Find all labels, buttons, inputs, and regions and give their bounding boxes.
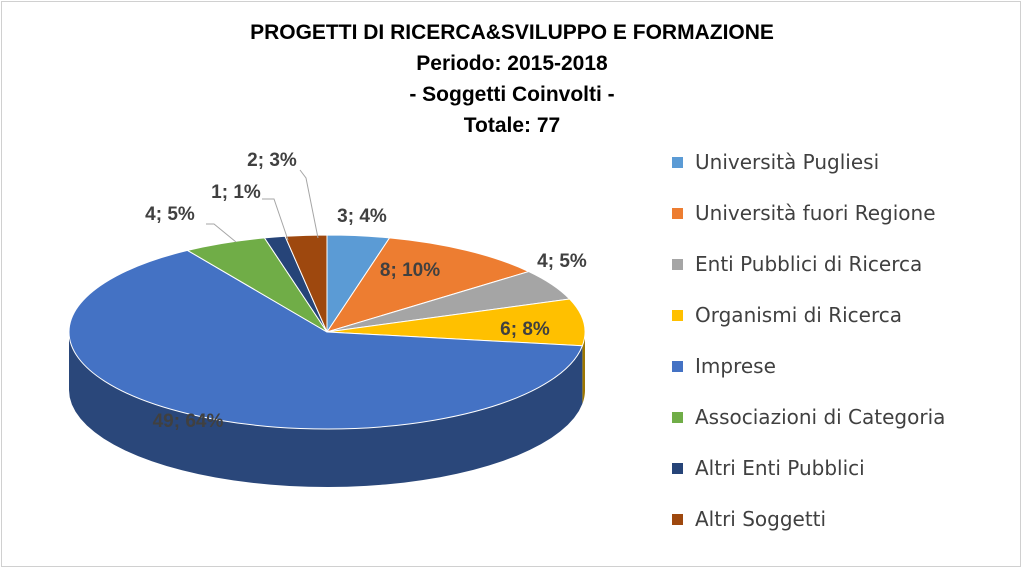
legend-item-organismi-di-ricerca: Organismi di Ricerca <box>672 300 1012 351</box>
pie-data-labels: 3; 4% 8; 10% 4; 5% 6; 8% 49; 64% 4; 5% 1; 1% 2;… <box>145 150 587 432</box>
pie-top <box>68 234 586 430</box>
data-label-6: 1; 1% <box>211 182 261 203</box>
legend-label: Imprese <box>695 354 776 378</box>
leader-line-5 <box>206 223 237 243</box>
legend-label: Altri Enti Pubblici <box>695 456 865 480</box>
legend-item-enti-pubblici-di-ricerca: Enti Pubblici di Ricerca <box>672 249 1012 300</box>
data-label-2: 4; 5% <box>537 251 587 272</box>
data-label-7: 2; 3% <box>247 150 297 171</box>
legend-swatch <box>672 361 683 372</box>
title-line-4: Totale: 77 <box>463 114 561 137</box>
legend-swatch <box>672 310 683 321</box>
pie-slice-3 <box>326 298 586 347</box>
legend-swatch <box>672 463 683 474</box>
legend-label: Organismi di Ricerca <box>695 303 903 327</box>
legend-item-universita-fuori-regione: Università fuori Regione <box>672 198 1012 249</box>
pie-side-3 <box>582 332 585 404</box>
title-line-3: - Soggetti Coinvolti - <box>409 83 615 106</box>
data-label-5: 4; 5% <box>145 204 195 225</box>
pie-slice-4 <box>68 249 584 430</box>
legend-swatch <box>672 208 683 219</box>
chart-legend: Università Pugliesi Università fuori Reg… <box>672 147 1012 555</box>
leader-line-6 <box>262 198 289 241</box>
pie-side-walls <box>69 332 585 487</box>
data-label-1: 8; 10% <box>380 260 440 281</box>
legend-label: Università Pugliesi <box>695 150 880 174</box>
legend-swatch <box>672 412 683 423</box>
title-line-1: PROGETTI DI RICERCA&SVILUPPO E FORMAZION… <box>250 21 774 44</box>
legend-label: Altri Soggetti <box>695 507 827 531</box>
data-label-3: 6; 8% <box>500 319 550 340</box>
legend-swatch <box>672 514 683 525</box>
legend-swatch <box>672 259 683 270</box>
legend-item-altri-enti-pubblici: Altri Enti Pubblici <box>672 453 1012 504</box>
pie-slice-1 <box>325 237 531 333</box>
legend-label: Università fuori Regione <box>695 201 936 225</box>
data-label-4: 49; 64% <box>153 411 224 432</box>
legend-label: Enti Pubblici di Ricerca <box>695 252 923 276</box>
leader-line-7 <box>299 169 319 239</box>
legend-item-universita-pugliesi: Università Pugliesi <box>672 147 1012 198</box>
pie-slice-7 <box>284 234 328 333</box>
legend-item-associazioni-di-categoria: Associazioni di Categoria <box>672 402 1012 453</box>
pie-side-4 <box>69 332 583 487</box>
legend-item-altri-soggetti: Altri Soggetti <box>672 504 1012 555</box>
title-line-2: Periodo: 2015-2018 <box>416 52 608 75</box>
legend-label: Associazioni di Categoria <box>695 405 946 429</box>
legend-swatch <box>672 157 683 168</box>
data-label-0: 3; 4% <box>337 206 387 227</box>
legend-item-imprese: Imprese <box>672 351 1012 402</box>
